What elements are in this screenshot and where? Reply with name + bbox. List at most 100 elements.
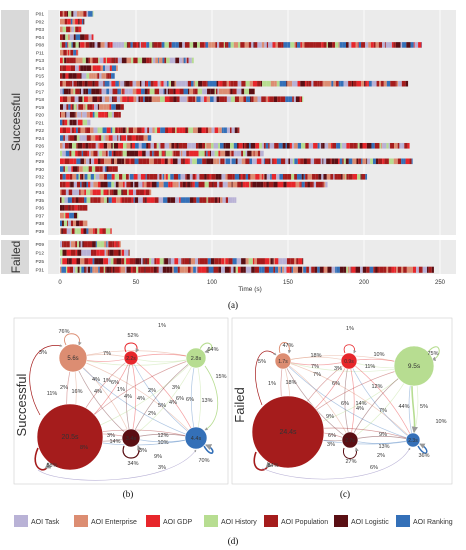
- transition-percent: 15%: [215, 374, 226, 380]
- aoi-segment: [207, 88, 211, 95]
- participant-label: P22: [35, 128, 44, 134]
- aoi-segment: [204, 258, 208, 265]
- aoi-segment: [112, 158, 115, 165]
- aoi-segment: [74, 205, 78, 211]
- aoi-segment: [97, 96, 100, 103]
- aoi-segment: [215, 42, 218, 48]
- aoi-segment: [103, 258, 109, 265]
- aoi-segment: [282, 142, 286, 149]
- aoi-segment: [66, 49, 68, 56]
- participant-label: P01: [35, 12, 44, 18]
- aoi-segment: [230, 96, 235, 103]
- aoi-segment: [213, 96, 217, 103]
- aoi-segment: [115, 80, 119, 87]
- aoi-segment: [245, 266, 248, 273]
- aoi-segment: [140, 174, 146, 180]
- aoi-segment: [139, 189, 144, 196]
- aoi-segment: [169, 88, 174, 95]
- aoi-segment: [431, 266, 434, 273]
- aoi-segment: [111, 197, 117, 203]
- aoi-segment: [348, 80, 352, 87]
- aoi-segment: [358, 42, 362, 48]
- aoi-segment: [122, 88, 124, 95]
- aoi-segment: [64, 135, 69, 141]
- aoi-segment: [256, 258, 261, 265]
- aoi-segment: [264, 266, 269, 273]
- aoi-segment: [143, 181, 147, 188]
- aoi-segment: [102, 150, 106, 157]
- aoi-segment: [245, 181, 250, 188]
- aoi-segment: [89, 42, 93, 48]
- aoi-segment: [239, 174, 241, 180]
- aoi-segment: [60, 26, 63, 33]
- self-loop: [278, 342, 292, 354]
- aoi-segment: [107, 174, 112, 180]
- aoi-segment: [308, 142, 314, 149]
- aoi-segment: [136, 189, 140, 196]
- aoi-segment: [302, 96, 304, 103]
- transition-percent: 76%: [58, 329, 69, 335]
- aoi-segment: [323, 174, 327, 180]
- transition-percent: 18%: [285, 380, 296, 386]
- aoi-segment: [62, 220, 64, 227]
- aoi-segment: [273, 158, 277, 165]
- aoi-segment: [67, 266, 70, 273]
- aoi-segment: [299, 96, 301, 103]
- aoi-segment: [69, 34, 74, 40]
- aoi-segment: [61, 42, 66, 48]
- aoi-segment: [114, 57, 116, 64]
- aoi-segment: [362, 266, 367, 273]
- transition-percent: 1%: [158, 323, 166, 329]
- aoi-segment: [274, 258, 279, 265]
- aoi-segment: [105, 150, 108, 157]
- aoi-segment: [313, 142, 314, 149]
- aoi-segment: [65, 80, 71, 87]
- aoi-segment: [237, 181, 242, 188]
- aoi-segment: [80, 258, 85, 265]
- aoi-segment: [117, 57, 122, 64]
- transition-percent: 2%: [60, 385, 68, 391]
- aoi-segment: [170, 258, 175, 265]
- aoi-segment: [104, 80, 110, 87]
- aoi-segment: [99, 150, 102, 157]
- aoi-segment: [342, 158, 344, 165]
- aoi-segment: [131, 135, 136, 141]
- group-label-successful: Successful: [9, 93, 23, 151]
- aoi-segment: [174, 142, 177, 149]
- aoi-segment: [182, 142, 188, 149]
- aoi-segment: [217, 181, 220, 188]
- aoi-segment: [208, 127, 212, 134]
- aoi-segment: [121, 57, 127, 64]
- aoi-segment: [74, 135, 77, 141]
- aoi-segment: [114, 174, 120, 180]
- transition-edge: [282, 360, 414, 441]
- aoi-segment: [345, 42, 349, 48]
- aoi-segment: [124, 258, 127, 265]
- aoi-segment: [117, 241, 120, 248]
- aoi-segment: [365, 42, 369, 48]
- aoi-segment: [283, 42, 288, 48]
- aoi-segment: [62, 181, 66, 188]
- aoi-segment: [240, 174, 243, 180]
- aoi-segment: [409, 158, 412, 165]
- aoi-segment: [367, 158, 371, 165]
- aoi-segment: [66, 174, 70, 180]
- aoi-segment: [100, 197, 105, 203]
- aoi-segment: [207, 80, 210, 87]
- aoi-segment: [309, 181, 313, 188]
- aoi-segment: [295, 181, 300, 188]
- aoi-segment: [76, 228, 81, 234]
- aoi-segment: [312, 181, 314, 188]
- aoi-node: [251, 395, 325, 469]
- aoi-segment: [196, 158, 202, 165]
- aoi-segment: [286, 142, 290, 149]
- aoi-segment: [233, 42, 238, 48]
- aoi-segment: [153, 142, 157, 149]
- aoi-segment: [177, 158, 181, 165]
- aoi-segment: [241, 80, 246, 87]
- aoi-segment: [127, 127, 129, 134]
- aoi-segment: [116, 197, 121, 203]
- aoi-segment: [219, 127, 222, 134]
- aoi-node: [341, 431, 359, 449]
- aoi-segment: [125, 174, 129, 180]
